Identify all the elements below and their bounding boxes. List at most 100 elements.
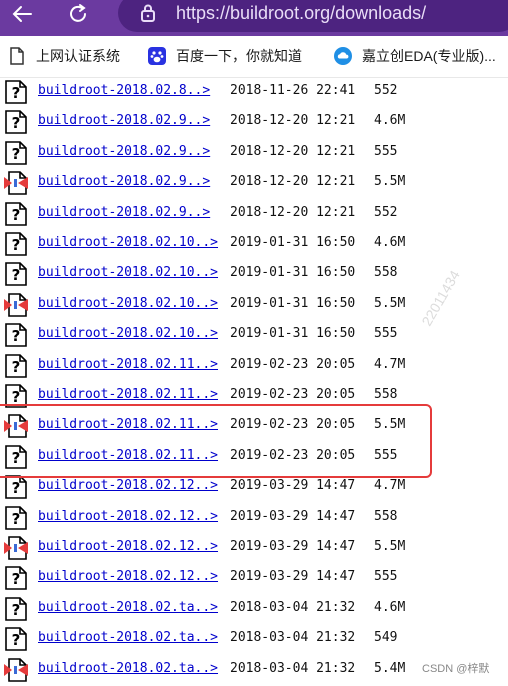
url-text[interactable]: https://buildroot.org/downloads/ xyxy=(176,3,427,23)
svg-text:?: ? xyxy=(12,631,21,649)
unknown-file-icon: ? xyxy=(4,475,28,499)
file-size: 4.6M xyxy=(374,235,406,250)
file-date: 2018-12-20 12:21 xyxy=(230,174,356,190)
file-link[interactable]: buildroot-2018.02.11..> xyxy=(38,447,219,463)
arrow-left-icon[interactable] xyxy=(8,0,36,28)
unknown-file-icon: ? xyxy=(4,323,28,347)
file-link[interactable]: buildroot-2018.02.ta..> xyxy=(38,660,219,676)
file-size: 4.7M xyxy=(374,478,406,494)
file-link[interactable]: buildroot-2018.02.ta..> xyxy=(38,599,219,615)
svg-text:?: ? xyxy=(12,510,21,528)
bookmark-campus-auth[interactable]: 上网认证系统 xyxy=(8,46,120,66)
file-row: buildroot-2018.02.9..> 2018-12-20 12:21 5.… xyxy=(0,169,508,199)
file-size: 4.6M xyxy=(374,599,406,615)
bookmark-label: 上网认证系统 xyxy=(36,48,120,64)
bookmarks-bar: 上网认证系统 百度一下，你就知道 嘉立创EDA(专业版)... xyxy=(0,36,508,78)
file-row: ? buildroot-2018.02.12..> 2019-03-29 14:47… xyxy=(0,564,508,594)
file-size: 558 xyxy=(374,387,398,402)
file-size: 5.5M xyxy=(374,295,406,311)
file-size: 4.7M xyxy=(374,356,406,372)
file-link[interactable]: buildroot-2018.02.12..> xyxy=(38,569,219,585)
cloud-logo-icon xyxy=(334,47,352,65)
file-size: 5.5M xyxy=(374,539,406,554)
file-date: 2018-03-04 21:32 xyxy=(230,630,356,646)
file-date: 2018-12-20 12:21 xyxy=(230,204,356,220)
file-link[interactable]: buildroot-2018.02.9..> xyxy=(38,143,211,159)
file-size: 558 xyxy=(374,508,398,524)
bookmark-jlc-eda[interactable]: 嘉立创EDA(专业版)... xyxy=(334,46,496,66)
svg-text:?: ? xyxy=(12,479,21,497)
svg-text:?: ? xyxy=(12,266,21,284)
svg-text:?: ? xyxy=(12,449,21,467)
file-date: 2019-03-29 14:47 xyxy=(230,508,356,524)
file-row: ? buildroot-2018.02.10..> 2019-01-31 16:50… xyxy=(0,321,508,351)
file-size: 549 xyxy=(374,630,398,646)
archive-file-icon xyxy=(4,414,28,439)
file-date: 2019-02-23 20:05 xyxy=(230,447,356,463)
file-size: 552 xyxy=(374,83,398,98)
file-row: ? buildroot-2018.02.12..> 2019-03-29 14:47… xyxy=(0,473,508,503)
file-size: 4.6M xyxy=(374,113,406,129)
file-row: ? buildroot-2018.02.ta..> 2018-03-04 21:32… xyxy=(0,595,508,625)
svg-text:?: ? xyxy=(12,358,21,376)
lock-icon[interactable] xyxy=(140,4,156,22)
unknown-file-icon: ? xyxy=(4,596,28,621)
unknown-file-icon: ? xyxy=(4,110,28,135)
svg-text:?: ? xyxy=(12,388,21,406)
file-date: 2019-01-31 16:50 xyxy=(230,326,356,342)
reload-icon[interactable] xyxy=(64,0,92,28)
unknown-file-icon: ? xyxy=(4,140,28,165)
address-bar[interactable]: https://buildroot.org/downloads/ xyxy=(118,0,508,32)
archive-file-icon xyxy=(4,171,28,195)
file-row: ? buildroot-2018.02.ta..> 2018-03-04 21:32… xyxy=(0,625,508,655)
svg-text:?: ? xyxy=(12,84,21,102)
unknown-file-icon: ? xyxy=(4,566,28,591)
file-size: 552 xyxy=(374,204,398,220)
file-link[interactable]: buildroot-2018.02.11..> xyxy=(38,387,219,402)
archive-file-icon xyxy=(4,657,28,682)
file-link[interactable]: buildroot-2018.02.9..> xyxy=(38,113,211,129)
file-link[interactable]: buildroot-2018.02.12..> xyxy=(38,508,219,524)
unknown-file-icon: ? xyxy=(4,384,28,408)
file-size: 5.5M xyxy=(374,174,406,190)
file-link[interactable]: buildroot-2018.02.10..> xyxy=(38,326,219,342)
file-row: ? buildroot-2018.02.9..> 2018-12-20 12:21 5… xyxy=(0,139,508,169)
file-row: ? buildroot-2018.02.11..> 2019-02-23 20:05… xyxy=(0,352,508,382)
file-size: 555 xyxy=(374,143,398,159)
bookmark-label: 嘉立创EDA(专业版)... xyxy=(362,48,496,64)
file-date: 2018-03-04 21:32 xyxy=(230,599,356,615)
file-row: ? buildroot-2018.02.11..> 2019-02-23 20:05… xyxy=(0,382,508,412)
file-date: 2018-12-20 12:21 xyxy=(230,143,356,159)
file-link[interactable]: buildroot-2018.02.9..> xyxy=(38,204,211,220)
file-row: ? buildroot-2018.02.12..> 2019-03-29 14:47… xyxy=(0,504,508,534)
file-date: 2019-01-31 16:50 xyxy=(230,295,356,311)
file-link[interactable]: buildroot-2018.02.11..> xyxy=(38,356,219,372)
bookmark-label: 百度一下，你就知道 xyxy=(176,48,302,64)
file-link[interactable]: buildroot-2018.02.9..> xyxy=(38,174,211,190)
file-row: ? buildroot-2018.02.8..> 2018-11-26 22:41 5… xyxy=(0,78,508,108)
svg-text:?: ? xyxy=(12,327,21,345)
archive-file-icon xyxy=(4,292,28,317)
file-link[interactable]: buildroot-2018.02.10..> xyxy=(38,265,219,281)
unknown-file-icon: ? xyxy=(4,262,28,287)
file-link[interactable]: buildroot-2018.02.8..> xyxy=(38,83,211,98)
file-link[interactable]: buildroot-2018.02.11..> xyxy=(38,417,219,433)
baidu-paw-icon xyxy=(148,47,166,65)
unknown-file-icon: ? xyxy=(4,232,28,256)
file-link[interactable]: buildroot-2018.02.12..> xyxy=(38,478,219,494)
file-date: 2018-11-26 22:41 xyxy=(230,83,356,98)
file-row: ? buildroot-2018.02.11..> 2019-02-23 20:05… xyxy=(0,443,508,473)
browser-toolbar: https://buildroot.org/downloads/ xyxy=(0,0,508,36)
document-icon xyxy=(8,47,26,65)
file-link[interactable]: buildroot-2018.02.ta..> xyxy=(38,630,219,646)
file-date: 2018-03-04 21:32 xyxy=(230,660,356,676)
file-date: 2019-03-29 14:47 xyxy=(230,569,356,585)
file-link[interactable]: buildroot-2018.02.12..> xyxy=(38,539,219,554)
file-date: 2019-03-29 14:47 xyxy=(230,539,356,554)
file-link[interactable]: buildroot-2018.02.10..> xyxy=(38,235,219,250)
file-link[interactable]: buildroot-2018.02.10..> xyxy=(38,295,219,311)
file-date: 2019-01-31 16:50 xyxy=(230,235,356,250)
file-date: 2019-02-23 20:05 xyxy=(230,387,356,402)
file-size: 555 xyxy=(374,326,398,342)
bookmark-baidu[interactable]: 百度一下，你就知道 xyxy=(148,46,302,66)
